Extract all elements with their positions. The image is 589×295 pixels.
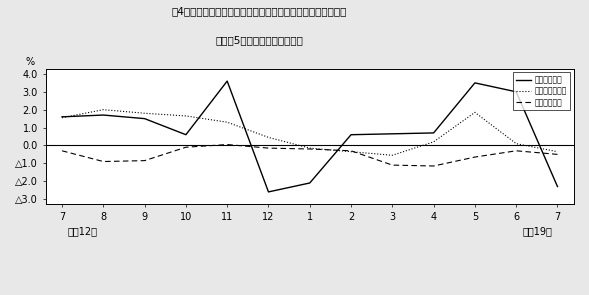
Text: （規檃5人以上　調査産業計）: （規檃5人以上 調査産業計） <box>215 35 303 45</box>
Legend: 現金給与総額, 所定外労働時間, 常用雇用指数: 現金給与総額, 所定外労働時間, 常用雇用指数 <box>512 72 570 110</box>
Text: %: % <box>26 57 35 67</box>
Text: 第4図　　賃金、労働時間、常用雇用指数対前年同月比の推移: 第4図 賃金、労働時間、常用雇用指数対前年同月比の推移 <box>171 6 347 16</box>
Text: 平成12年: 平成12年 <box>68 226 98 236</box>
Text: 平成19年: 平成19年 <box>522 226 552 236</box>
